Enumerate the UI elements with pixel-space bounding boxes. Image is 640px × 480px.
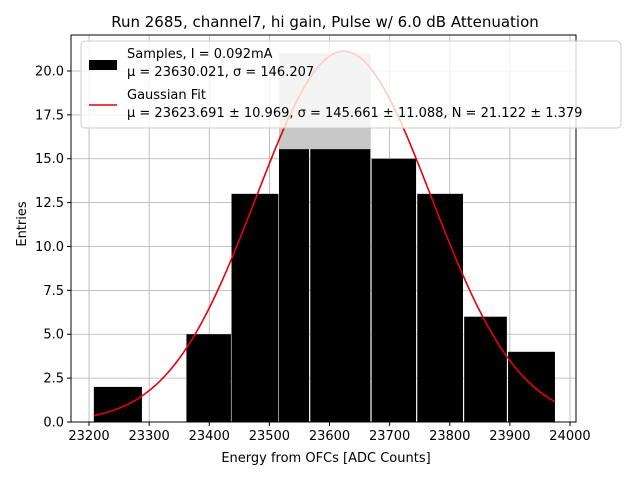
x-tick-label-4: 23600 — [309, 429, 350, 444]
y-tick-label-3: 7.5 — [43, 284, 64, 299]
x-tick-label-0: 23200 — [68, 429, 109, 444]
chart-title: Run 2685, channel7, hi gain, Pulse w/ 6.… — [111, 13, 539, 31]
y-tick-label-0: 0.0 — [43, 416, 64, 431]
legend-fit-label: Gaussian Fit — [127, 88, 206, 103]
x-tick-label-2: 23400 — [189, 429, 230, 444]
plot-frame — [70, 34, 577, 423]
y-axis-label: Entries — [15, 201, 30, 247]
y-axis-ticks: 0.0 2.5 5.0 7.5 10.0 12.5 15.0 17.5 20.0 — [35, 64, 71, 431]
x-tick-label-6: 23800 — [429, 429, 470, 444]
histogram-bar-8 — [508, 351, 555, 422]
x-tick-label-8: 24000 — [549, 429, 590, 444]
x-tick-label-1: 23300 — [128, 429, 169, 444]
legend-samples-label: Samples, I = 0.092mA — [127, 47, 273, 62]
y-tick-label-5: 12.5 — [35, 196, 64, 211]
histogram-bar-7 — [464, 316, 507, 422]
y-tick-label-1: 2.5 — [43, 372, 64, 387]
histogram-bar-2 — [231, 193, 279, 422]
histogram-bar-5 — [371, 158, 417, 423]
histogram-bar-1 — [186, 334, 231, 422]
legend-box — [80, 40, 622, 129]
x-tick-label-5: 23700 — [369, 429, 410, 444]
y-tick-label-8: 20.0 — [35, 64, 64, 79]
x-axis-label: Energy from OFCs [ADC Counts] — [221, 451, 430, 466]
y-tick-label-2: 5.0 — [43, 328, 64, 343]
x-tick-label-3: 23500 — [249, 429, 290, 444]
histogram-bar-0 — [93, 386, 142, 422]
y-tick-label-6: 15.0 — [35, 152, 64, 167]
legend-swatch-samples — [89, 60, 117, 70]
y-tick-label-7: 17.5 — [35, 108, 64, 123]
legend-fit-stats: μ = 23623.691 ± 10.969, σ = 145.661 ± 11… — [127, 106, 582, 121]
legend-samples-stats: μ = 23630.021, σ = 146.207 — [127, 65, 314, 80]
x-tick-label-7: 23900 — [489, 429, 530, 444]
y-tick-label-4: 10.0 — [35, 240, 64, 255]
legend: Samples, I = 0.092mA μ = 23630.021, σ = … — [80, 40, 622, 129]
x-axis-ticks: 23200 23300 23400 23500 23600 23700 23800 23900… — [68, 422, 591, 444]
histogram-bar-6 — [417, 193, 463, 422]
